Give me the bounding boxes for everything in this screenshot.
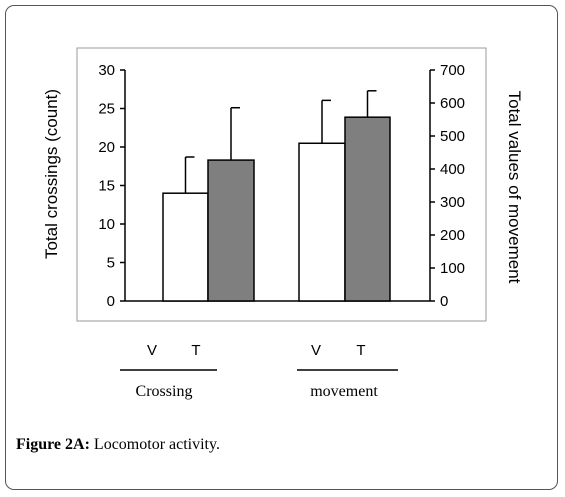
- left-axis-label: Total crossings (count): [42, 89, 61, 259]
- movement-group-label: movement: [310, 383, 378, 400]
- figure-caption: Figure 2A: Locomotor activity.: [16, 436, 220, 454]
- figure-frame: [5, 5, 558, 490]
- left-tick-label: 10: [98, 216, 115, 233]
- left-tick-label: 30: [98, 62, 115, 79]
- bar-movement-v: [298, 142, 346, 302]
- right-axis-label: Total values of movement: [505, 91, 524, 284]
- crossing-t-label: T: [191, 342, 200, 359]
- figure-caption-label: Figure 2A:: [16, 436, 90, 453]
- bar-movement-t: [344, 116, 391, 302]
- left-tick-label: 5: [107, 255, 115, 272]
- crossing-v-label: V: [147, 342, 157, 359]
- right-tick-label: 300: [440, 194, 465, 211]
- right-tick-label: 0: [440, 293, 448, 310]
- left-tick-label: 25: [98, 101, 115, 118]
- movement-v-label: V: [311, 342, 321, 359]
- right-tick-label: 400: [440, 161, 465, 178]
- crossing-group-label: Crossing: [136, 383, 193, 400]
- right-tick-label: 100: [440, 260, 465, 277]
- bars: [162, 90, 391, 302]
- bar-crossing-t: [207, 159, 255, 302]
- left-tick-label: 15: [98, 178, 115, 195]
- figure-caption-text: Locomotor activity.: [89, 436, 220, 453]
- movement-t-label: T: [356, 342, 365, 359]
- right-tick-label: 700: [440, 62, 465, 79]
- right-tick-label: 200: [440, 227, 465, 244]
- left-tick-label: 20: [98, 139, 115, 156]
- right-axis-ticks: 0 100 200 300 400 500 600 700: [430, 62, 465, 310]
- left-axis-ticks: 0 5 10 15 20 25 30: [98, 62, 125, 310]
- bar-crossing-v: [162, 192, 209, 302]
- plot-area-border: [76, 47, 487, 322]
- right-tick-label: 500: [440, 128, 465, 145]
- right-tick-label: 600: [440, 95, 465, 112]
- left-tick-label: 0: [107, 293, 115, 310]
